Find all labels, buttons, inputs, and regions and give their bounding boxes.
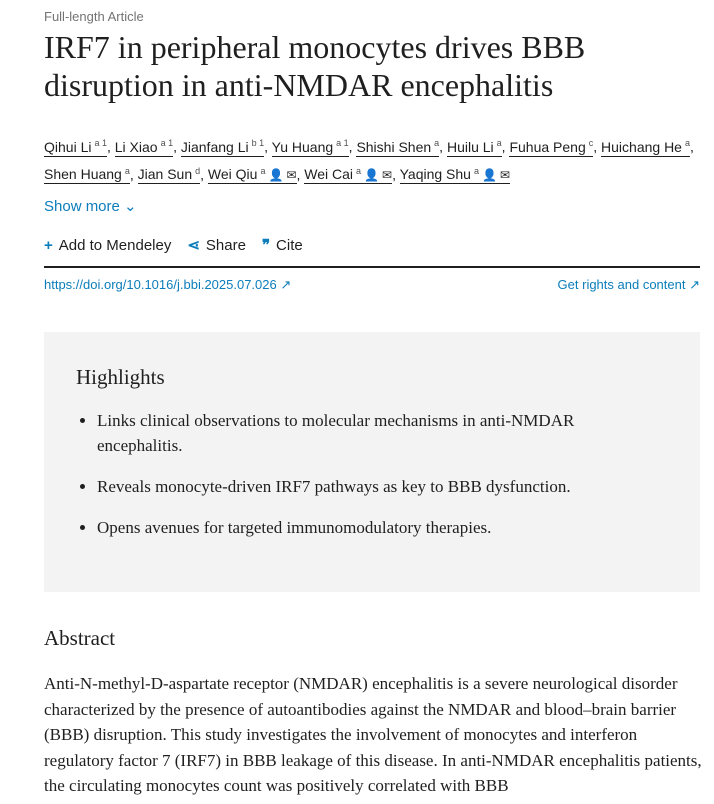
affiliation-marker: a 1 [160, 138, 174, 148]
author-name: Yaqing Shu [399, 166, 471, 183]
abstract-heading: Abstract [44, 626, 116, 650]
email-icon: ✉ [286, 168, 297, 183]
affiliation-marker: b 1 [251, 138, 265, 148]
affiliation-marker: a [496, 138, 502, 148]
email-icon: ✉ [382, 168, 393, 183]
email-icon: ✉ [499, 168, 510, 183]
author-link[interactable]: Qihui Li a 1 [44, 138, 107, 157]
external-link-icon: ↗ [280, 277, 292, 292]
author-link[interactable]: Yu Huang a 1 [271, 138, 349, 157]
person-icon: 👤 [268, 168, 284, 183]
author-link[interactable]: Huichang He a [601, 138, 690, 157]
author-link[interactable]: Wei Qiu a 👤 ✉ [207, 165, 297, 185]
affiliation-marker: a [260, 165, 266, 176]
show-more-label: Show more [44, 198, 120, 215]
author-list: Qihui Li a 1, Li Xiao a 1, Jianfang Li b 1,… [44, 138, 694, 185]
article-actions: + Add to Mendeley ⋖ Share ❞ Cite [44, 236, 303, 255]
affiliation-marker: a [684, 138, 690, 148]
highlight-item: Links clinical observations to molecular… [97, 408, 637, 458]
author-link[interactable]: Wei Cai a 👤 ✉ [304, 165, 393, 185]
cite-label: Cite [276, 236, 303, 254]
author-name: Huilu Li [446, 138, 494, 155]
highlight-item: Opens avenues for targeted immunomodulat… [97, 515, 637, 540]
author-link[interactable]: Yaqing Shu a 👤 ✉ [399, 165, 510, 185]
person-icon: 👤 [364, 168, 380, 183]
affiliation-marker: c [588, 138, 594, 148]
author-link[interactable]: Shen Huang a [44, 165, 130, 185]
affiliation-marker: d [195, 165, 201, 176]
author-name: Shen Huang [44, 166, 122, 183]
share-button[interactable]: ⋖ Share [187, 236, 246, 255]
add-to-mendeley-button[interactable]: + Add to Mendeley [44, 236, 171, 254]
article-type: Full-length Article [44, 9, 144, 24]
affiliation-marker: a [124, 165, 130, 176]
affiliation-marker: a [434, 138, 440, 148]
author-link[interactable]: Huilu Li a [446, 138, 502, 157]
share-label: Share [205, 236, 246, 254]
author-name: Wei Qiu [207, 166, 258, 183]
person-icon: 👤 [481, 168, 497, 183]
author-name: Yu Huang [271, 138, 334, 155]
share-icon: ⋖ [187, 237, 200, 254]
author-name: Qihui Li [44, 138, 92, 155]
author-name: Jianfang Li [180, 138, 249, 155]
page-title: IRF7 in peripheral monocytes drives BBB … [44, 29, 586, 103]
highlights-box: Highlights Links clinical observations t… [44, 332, 700, 592]
highlight-item: Reveals monocyte-driven IRF7 pathways as… [97, 474, 637, 499]
highlights-heading: Highlights [76, 365, 165, 389]
author-link[interactable]: Jian Sun d [137, 165, 201, 185]
abstract-text: Anti-N-methyl-D-aspartate receptor (NMDA… [44, 674, 702, 795]
author-link[interactable]: Shishi Shen a [356, 138, 440, 157]
author-link[interactable]: Li Xiao a 1 [114, 138, 174, 157]
quote-icon: ❞ [261, 237, 271, 254]
doi-link[interactable]: https://doi.org/10.1016/j.bbi.2025.07.02… [44, 277, 291, 293]
cite-button[interactable]: ❞ Cite [261, 236, 303, 255]
author-name: Wei Cai [304, 166, 354, 183]
author-name: Fuhua Peng [509, 138, 586, 155]
author-name: Huichang He [601, 138, 682, 155]
mendeley-label: Add to Mendeley [58, 236, 172, 254]
show-more-button[interactable]: Show more ⌄ [44, 197, 137, 215]
plus-icon: + [44, 236, 53, 254]
affiliation-marker: a 1 [336, 138, 349, 148]
affiliation-marker: a [356, 165, 362, 176]
author-link[interactable]: Jianfang Li b 1 [180, 138, 265, 157]
doi-text: https://doi.org/10.1016/j.bbi.2025.07.02… [44, 277, 277, 292]
author-name: Li Xiao [114, 138, 158, 155]
author-name: Shishi Shen [356, 138, 432, 155]
author-link[interactable]: Fuhua Peng c [509, 138, 594, 157]
author-name: Jian Sun [137, 166, 193, 183]
rights-text: Get rights and content [557, 277, 686, 292]
rights-link[interactable]: Get rights and content ↗ [558, 277, 700, 293]
affiliation-marker: a 1 [94, 138, 107, 148]
chevron-down-icon: ⌄ [124, 198, 137, 215]
affiliation-marker: a [473, 165, 479, 176]
divider [44, 266, 700, 268]
external-link-icon: ↗ [689, 277, 700, 292]
